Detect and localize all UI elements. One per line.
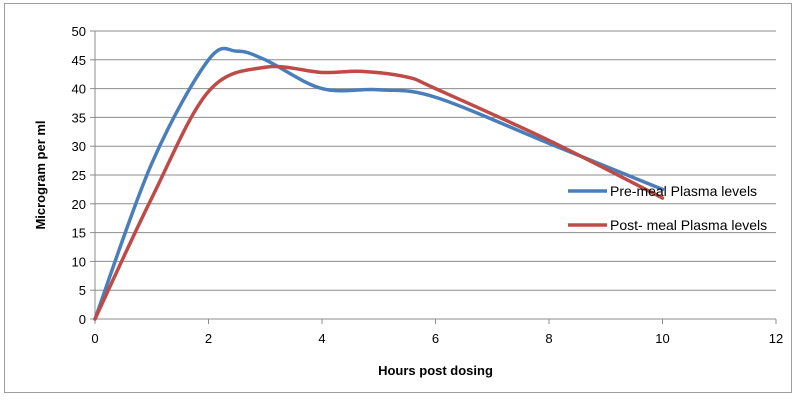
legend-label-post-meal: Post- meal Plasma levels [610, 217, 767, 233]
series-line-post-meal [93, 64, 665, 321]
series-lines [93, 46, 665, 321]
chart-frame: 0 5 10 15 20 25 30 35 40 45 50 0 2 4 6 8 10 12 Hours pos… [4, 3, 792, 393]
y-tick-labels: 0 5 10 15 20 25 30 35 40 45 50 [72, 24, 86, 327]
axes [90, 30, 777, 324]
x-tick-labels: 0 2 4 6 8 10 12 [91, 331, 783, 346]
x-axis-title: Hours post dosing [378, 363, 493, 378]
x-tick-label: 6 [432, 331, 439, 346]
y-tick-label: 5 [79, 283, 86, 298]
y-axis-title: Microgram per ml [33, 120, 48, 229]
y-tick-label: 0 [79, 312, 86, 327]
line-chart: 0 5 10 15 20 25 30 35 40 45 50 0 2 4 6 8 10 12 Hours pos… [33, 24, 783, 378]
y-tick-label: 30 [72, 139, 86, 154]
x-tick-label: 12 [769, 331, 783, 346]
legend: Pre-meal Plasma levels Post- meal Plasma… [568, 183, 767, 233]
x-tick-label: 0 [91, 331, 98, 346]
y-tick-label: 45 [72, 53, 86, 68]
y-tick-label: 50 [72, 24, 86, 39]
y-tick-label: 40 [72, 82, 86, 97]
legend-label-pre-meal: Pre-meal Plasma levels [610, 183, 757, 199]
x-tick-label: 4 [318, 331, 325, 346]
x-tick-label: 2 [205, 331, 212, 346]
x-tick-label: 10 [655, 331, 669, 346]
x-tick-label: 8 [545, 331, 552, 346]
y-tick-label: 25 [72, 168, 86, 183]
series-line-pre-meal [93, 46, 665, 321]
y-tick-label: 15 [72, 226, 86, 241]
y-tick-label: 35 [72, 110, 86, 125]
y-tick-label: 10 [72, 254, 86, 269]
y-tick-label: 20 [72, 197, 86, 212]
gridlines [95, 30, 776, 291]
